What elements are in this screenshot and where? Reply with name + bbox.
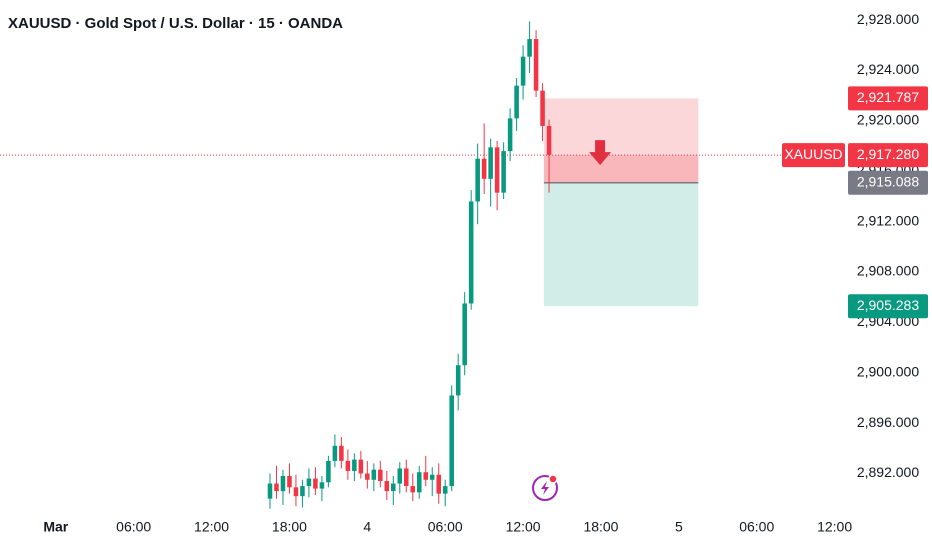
x-tick-label: 12:00 [506, 519, 541, 535]
icon-bolt [541, 481, 549, 495]
icon-dot [548, 474, 558, 484]
candle-body [416, 472, 422, 493]
candle-body [501, 151, 506, 193]
candle-body [540, 90, 545, 126]
profit-zone [543, 182, 699, 307]
candle-body [481, 158, 487, 179]
short-arrow [589, 140, 612, 166]
candle-body [332, 445, 338, 461]
open-loss-zone [543, 155, 699, 183]
candle-body [397, 468, 403, 484]
symbol-box [782, 143, 845, 168]
candle-body [462, 303, 467, 366]
candle-body [507, 118, 513, 152]
x-tick-label: 12:00 [194, 519, 229, 535]
candle-body [300, 486, 305, 497]
candle-body [306, 478, 312, 487]
y-tick-label: 2,900.000 [857, 363, 919, 379]
candle-body [365, 473, 370, 480]
candle-body [319, 482, 325, 489]
candle-body [326, 460, 331, 483]
chart-title: XAUUSD · Gold Spot / U.S. Dollar · 15 · … [8, 15, 343, 32]
stop-price-label: 2,921.787 [857, 89, 919, 105]
y-tick-label: 2,892.000 [857, 464, 919, 480]
candle-body [274, 483, 279, 492]
candle-body [410, 486, 416, 493]
y-tick-label: 2,920.000 [857, 112, 919, 128]
candle-body [494, 147, 500, 193]
candle-body [352, 459, 357, 471]
candle-body [488, 147, 493, 179]
candle-body [358, 459, 364, 474]
entry-price-label: 2,915.088 [857, 173, 919, 189]
candle-body [468, 201, 474, 304]
y-tick-label: 2,924.000 [857, 61, 919, 77]
candle-body [280, 476, 286, 492]
y-tick-label: 2,912.000 [857, 212, 919, 228]
x-tick-label: Mar [43, 519, 68, 535]
candle-body [475, 158, 480, 202]
candle-body [455, 365, 461, 396]
candle-body [527, 39, 532, 57]
x-tick-label: 18:00 [583, 519, 618, 535]
candle-body [449, 395, 454, 487]
last-price-box [848, 143, 928, 168]
candle-body [520, 56, 526, 86]
lightning-icon [532, 474, 558, 501]
y-tick-label: 2,896.000 [857, 414, 919, 430]
y-tick-label: 2,928.000 [857, 11, 919, 27]
x-tick-label: 4 [363, 519, 371, 535]
candle-body [436, 474, 441, 494]
candle-body [378, 469, 383, 482]
candle-body [384, 481, 390, 492]
candle-body [371, 469, 377, 480]
x-tick-label: 06:00 [428, 519, 463, 535]
candle-body [404, 468, 409, 487]
x-tick-label: 06:00 [116, 519, 151, 535]
candle-body [546, 125, 552, 155]
candle-body [514, 85, 519, 119]
symbol-label: XAUUSD [784, 146, 842, 162]
target-price-box [848, 294, 928, 319]
last-price-label: 2,917.280 [857, 146, 919, 162]
x-tick-label: 06:00 [739, 519, 774, 535]
candle-body [391, 483, 396, 492]
x-tick-label: 5 [675, 519, 683, 535]
candle-body [423, 472, 429, 480]
candle-body [442, 486, 448, 494]
candle-body [345, 460, 351, 471]
stop-price-box [848, 86, 928, 111]
stop-zone [543, 98, 699, 183]
candle-body [339, 445, 344, 461]
icon-ring [532, 475, 558, 501]
candle-body [429, 474, 435, 480]
x-tick-label: 12:00 [817, 519, 852, 535]
candle-body [313, 478, 318, 489]
y-tick-label: 2,908.000 [857, 263, 919, 279]
candle-body [287, 476, 292, 488]
x-tick-label: 18:00 [272, 519, 307, 535]
entry-price-box [848, 170, 928, 195]
candle-body [267, 483, 273, 499]
candle-body [293, 487, 299, 497]
candle-body [533, 39, 539, 91]
target-price-label: 2,905.283 [857, 297, 919, 313]
